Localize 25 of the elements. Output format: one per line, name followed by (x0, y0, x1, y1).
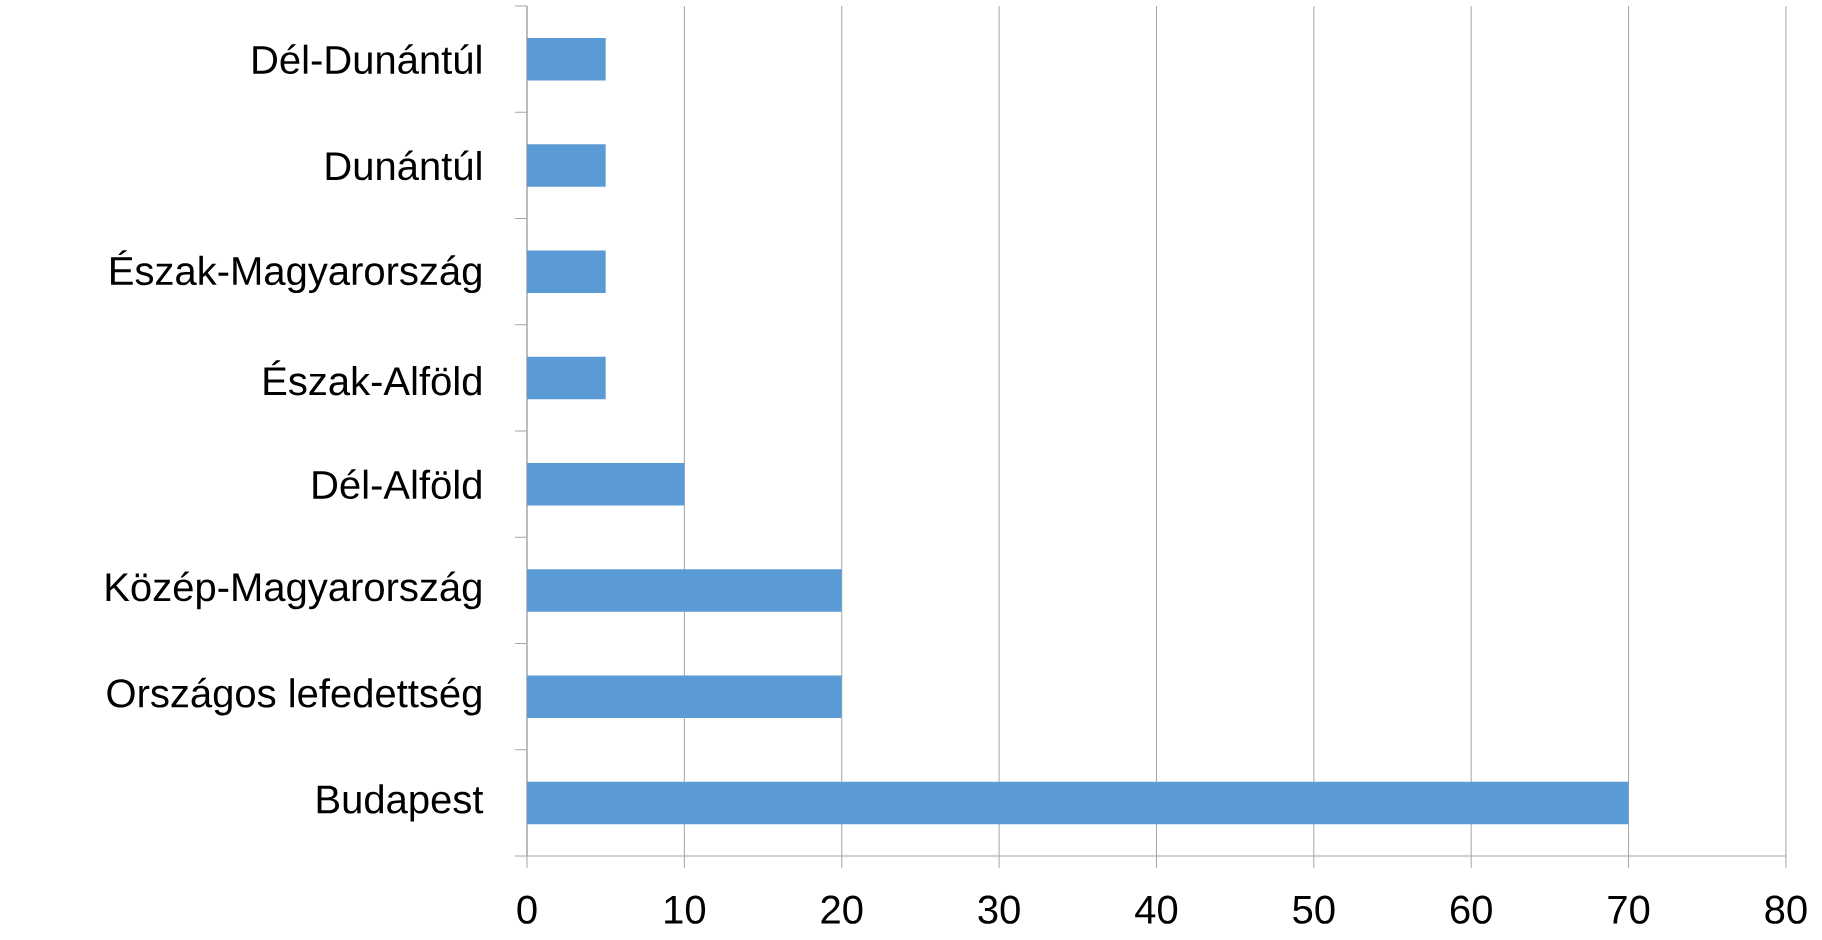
bar (527, 250, 606, 293)
bar (527, 462, 685, 506)
bar (527, 569, 842, 612)
y-tick-label: Dél-Alföld (313, 469, 481, 500)
y-tick-label: Országos lefedettség (107, 677, 481, 716)
x-tick-label: 70 (1608, 895, 1650, 924)
x-tick-label: 30 (978, 895, 1020, 924)
x-tick-label: 0 (517, 895, 537, 924)
y-tick-label: Budapest (317, 784, 484, 822)
y-tick-label: Dunántúl (326, 150, 481, 181)
bar (527, 37, 606, 81)
bar (527, 675, 842, 718)
y-tick-label: Dél-Dunántúl (253, 44, 481, 75)
x-tick-label: 10 (665, 895, 706, 924)
y-tick-label: Közép-Magyarország (106, 571, 481, 610)
x-tick-label: 50 (1293, 895, 1335, 924)
bar (527, 144, 606, 187)
x-tick-label: 80 (1765, 895, 1807, 924)
x-tick-label: 20 (821, 895, 863, 924)
y-tick-label: Észak-Magyarország (111, 250, 481, 294)
x-tick-label: 60 (1450, 895, 1492, 924)
bar (527, 356, 606, 400)
bar (527, 781, 1629, 825)
x-tick-label: 40 (1135, 895, 1178, 924)
y-tick-label: Észak-Alföld (264, 360, 481, 396)
